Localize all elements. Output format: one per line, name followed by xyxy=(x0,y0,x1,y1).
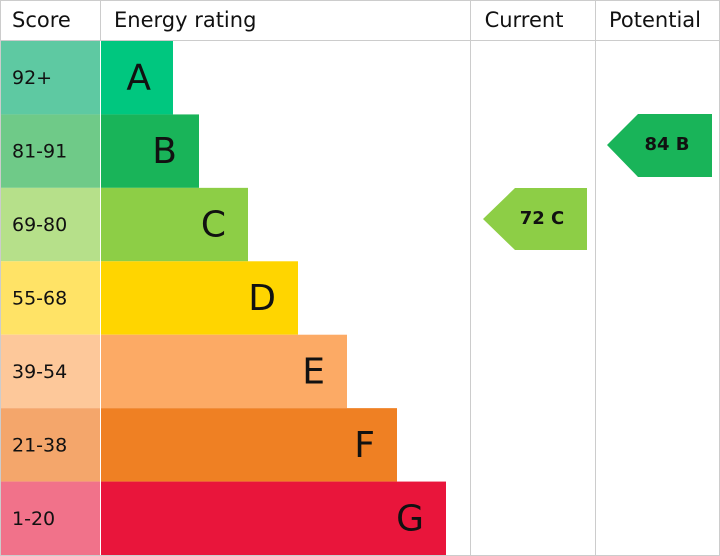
rating-letter: B xyxy=(152,131,177,172)
score-cell xyxy=(1,408,100,482)
rating-letter: A xyxy=(126,58,151,99)
score-cell xyxy=(1,114,100,188)
rows: 92+ A 81-91 B 69-80 C 55-68 D 39-54 E 21-38 F 1-20 G xyxy=(1,41,446,555)
potential-arrow xyxy=(607,114,712,177)
header-current: Current xyxy=(485,8,564,32)
score-range: 39-54 xyxy=(12,361,67,383)
current-rating: 72 C xyxy=(520,208,565,229)
score-range: 81-91 xyxy=(12,141,67,163)
rating-letter: F xyxy=(354,425,375,466)
rating-letter: E xyxy=(302,351,325,392)
score-range: 69-80 xyxy=(12,214,67,236)
rating-letter: C xyxy=(201,205,226,246)
rating-letter: D xyxy=(248,278,276,319)
score-cell xyxy=(1,187,100,262)
rating-letter: G xyxy=(396,498,424,539)
score-cell xyxy=(1,334,100,409)
score-range: 55-68 xyxy=(12,288,67,310)
rating-bar xyxy=(101,408,397,482)
header-rating: Energy rating xyxy=(114,8,256,32)
rating-bar xyxy=(101,187,248,262)
score-range: 92+ xyxy=(12,67,52,89)
potential-rating: 84 B xyxy=(644,134,689,155)
score-cell xyxy=(1,481,100,555)
rating-bar xyxy=(101,41,173,115)
current-arrow xyxy=(483,188,587,250)
header-potential: Potential xyxy=(609,8,701,32)
score-range: 21-38 xyxy=(12,434,67,456)
rating-bar xyxy=(101,261,298,335)
header-score: Score xyxy=(12,8,71,32)
score-range: 1-20 xyxy=(12,508,55,530)
rating-bar xyxy=(101,114,199,188)
rating-bar xyxy=(101,481,446,555)
score-cell xyxy=(1,41,100,115)
score-cell xyxy=(1,261,100,335)
rating-bar xyxy=(101,334,347,409)
